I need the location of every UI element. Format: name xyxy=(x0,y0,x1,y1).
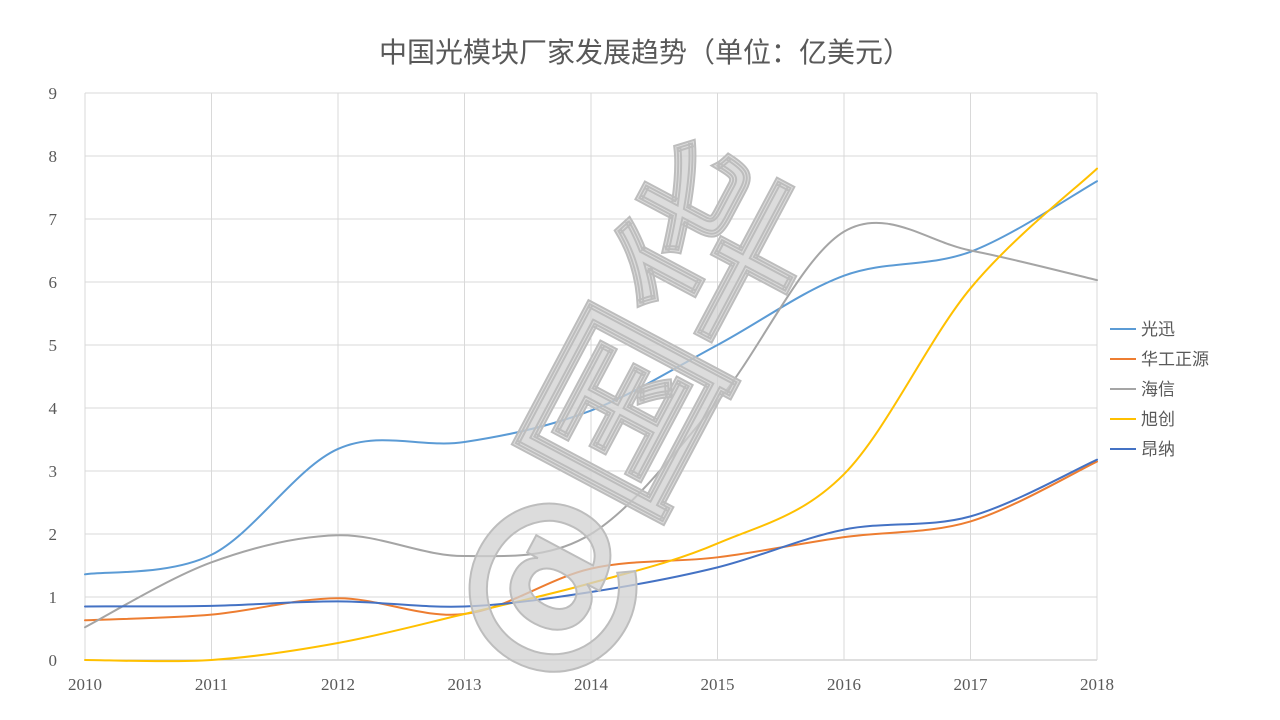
x-tick-label: 2013 xyxy=(448,675,482,694)
legend-item: 旭创 xyxy=(1110,410,1175,430)
y-tick-label: 8 xyxy=(49,147,58,166)
x-tick-label: 2012 xyxy=(321,675,355,694)
legend-item: 海信 xyxy=(1110,380,1175,400)
series-line-0 xyxy=(84,180,1098,576)
series-line-4 xyxy=(84,458,1098,608)
series-line-1 xyxy=(84,460,1098,622)
y-tick-label: 9 xyxy=(49,84,58,103)
x-tick-label: 2015 xyxy=(701,675,735,694)
y-tick-label: 1 xyxy=(49,588,58,607)
x-tick-label: 2017 xyxy=(954,675,989,694)
x-tick-label: 2014 xyxy=(574,675,609,694)
chart-title: 中国光模块厂家发展趋势（单位：亿美元） xyxy=(379,36,911,69)
series-line-2 xyxy=(84,221,1098,629)
y-tick-label: 6 xyxy=(49,273,58,292)
watermark-text: @国华 xyxy=(397,110,860,717)
watermark: @国华 xyxy=(396,109,861,718)
legend-label: 昂纳 xyxy=(1141,440,1175,460)
legend-label: 光迅 xyxy=(1141,320,1175,340)
x-axis: 2010 2011 2012 2013 2014 2015 2016 2017 2018 xyxy=(68,675,1114,694)
series-lines xyxy=(84,167,1098,663)
y-tick-label: 0 xyxy=(49,651,58,670)
y-tick-label: 5 xyxy=(49,336,58,355)
y-tick-label: 4 xyxy=(49,399,58,418)
x-tick-label: 2016 xyxy=(827,675,861,694)
legend-label: 海信 xyxy=(1141,380,1175,400)
x-tick-label: 2011 xyxy=(195,675,228,694)
y-tick-label: 2 xyxy=(49,525,58,544)
legend-item: 华工正源 xyxy=(1110,350,1209,370)
y-tick-label: 7 xyxy=(49,210,58,229)
series-line-3 xyxy=(84,167,1098,663)
x-tick-label: 2010 xyxy=(68,675,102,694)
gridlines xyxy=(84,92,1098,661)
legend-label: 旭创 xyxy=(1141,410,1175,430)
legend-label: 华工正源 xyxy=(1141,350,1209,370)
legend-item: 昂纳 xyxy=(1110,440,1175,460)
legend-item: 光迅 xyxy=(1110,320,1175,340)
y-axis: 0 1 2 3 4 5 6 7 8 9 xyxy=(49,84,58,670)
x-tick-label: 2018 xyxy=(1080,675,1114,694)
y-tick-label: 3 xyxy=(49,462,58,481)
